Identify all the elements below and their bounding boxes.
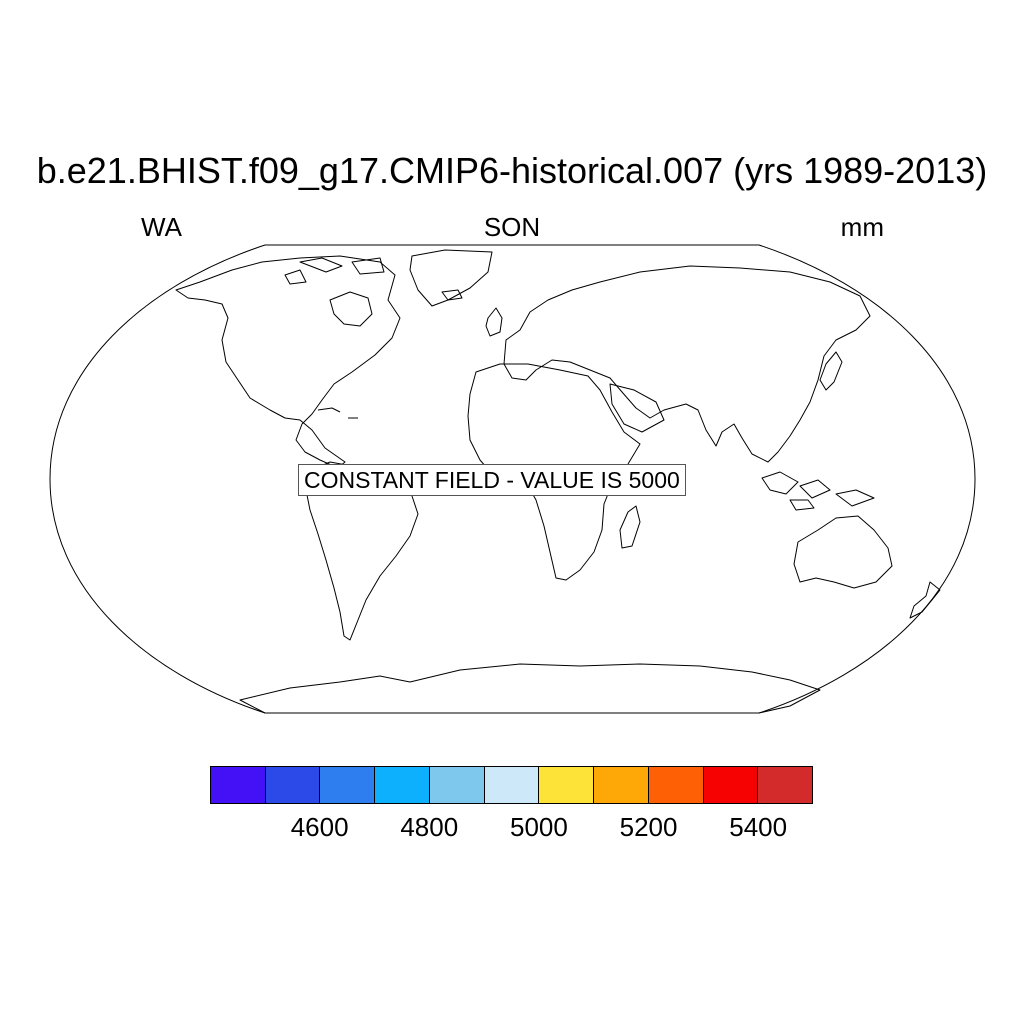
coast-japan bbox=[819, 351, 843, 391]
colorbar-box bbox=[265, 767, 321, 803]
colorbar-box bbox=[484, 767, 540, 803]
variable-label: WA bbox=[141, 212, 182, 242]
colorbar-tick-label: 5000 bbox=[509, 812, 568, 842]
colorbar bbox=[210, 766, 813, 804]
colorbar-box bbox=[320, 767, 376, 803]
coast-madagascar bbox=[619, 505, 641, 549]
colorbar-box bbox=[375, 767, 430, 803]
colorbar-tick-label: 5200 bbox=[619, 812, 678, 842]
colorbar-box bbox=[211, 767, 266, 803]
colorbar-tick-label: 5400 bbox=[729, 812, 788, 842]
colorbar-tick-label: 4800 bbox=[400, 812, 459, 842]
coast-uk bbox=[485, 307, 503, 337]
coast-antarctica bbox=[239, 663, 821, 714]
coast-greenland bbox=[409, 249, 493, 307]
colorbar-box bbox=[758, 767, 813, 803]
colorbar-box bbox=[594, 767, 649, 803]
units-label: mm bbox=[840, 212, 884, 242]
coast-north-america bbox=[175, 255, 401, 469]
constant-field-notice: CONSTANT FIELD - VALUE IS 5000 bbox=[298, 464, 686, 496]
colorbar-box bbox=[648, 767, 704, 803]
coast-new-zealand bbox=[909, 581, 941, 619]
coast-hudson-bay bbox=[329, 291, 373, 327]
colorbar-box bbox=[429, 767, 485, 803]
coast-eurasia bbox=[503, 265, 871, 463]
colorbar-tick-label: 4600 bbox=[290, 812, 349, 842]
coast-australia bbox=[793, 515, 893, 589]
season-label: SON bbox=[483, 212, 541, 242]
colorbar-box bbox=[539, 767, 595, 803]
plot-title: b.e21.BHIST.f09_g17.CMIP6-historical.007… bbox=[36, 150, 988, 191]
colorbar-box bbox=[703, 767, 759, 803]
